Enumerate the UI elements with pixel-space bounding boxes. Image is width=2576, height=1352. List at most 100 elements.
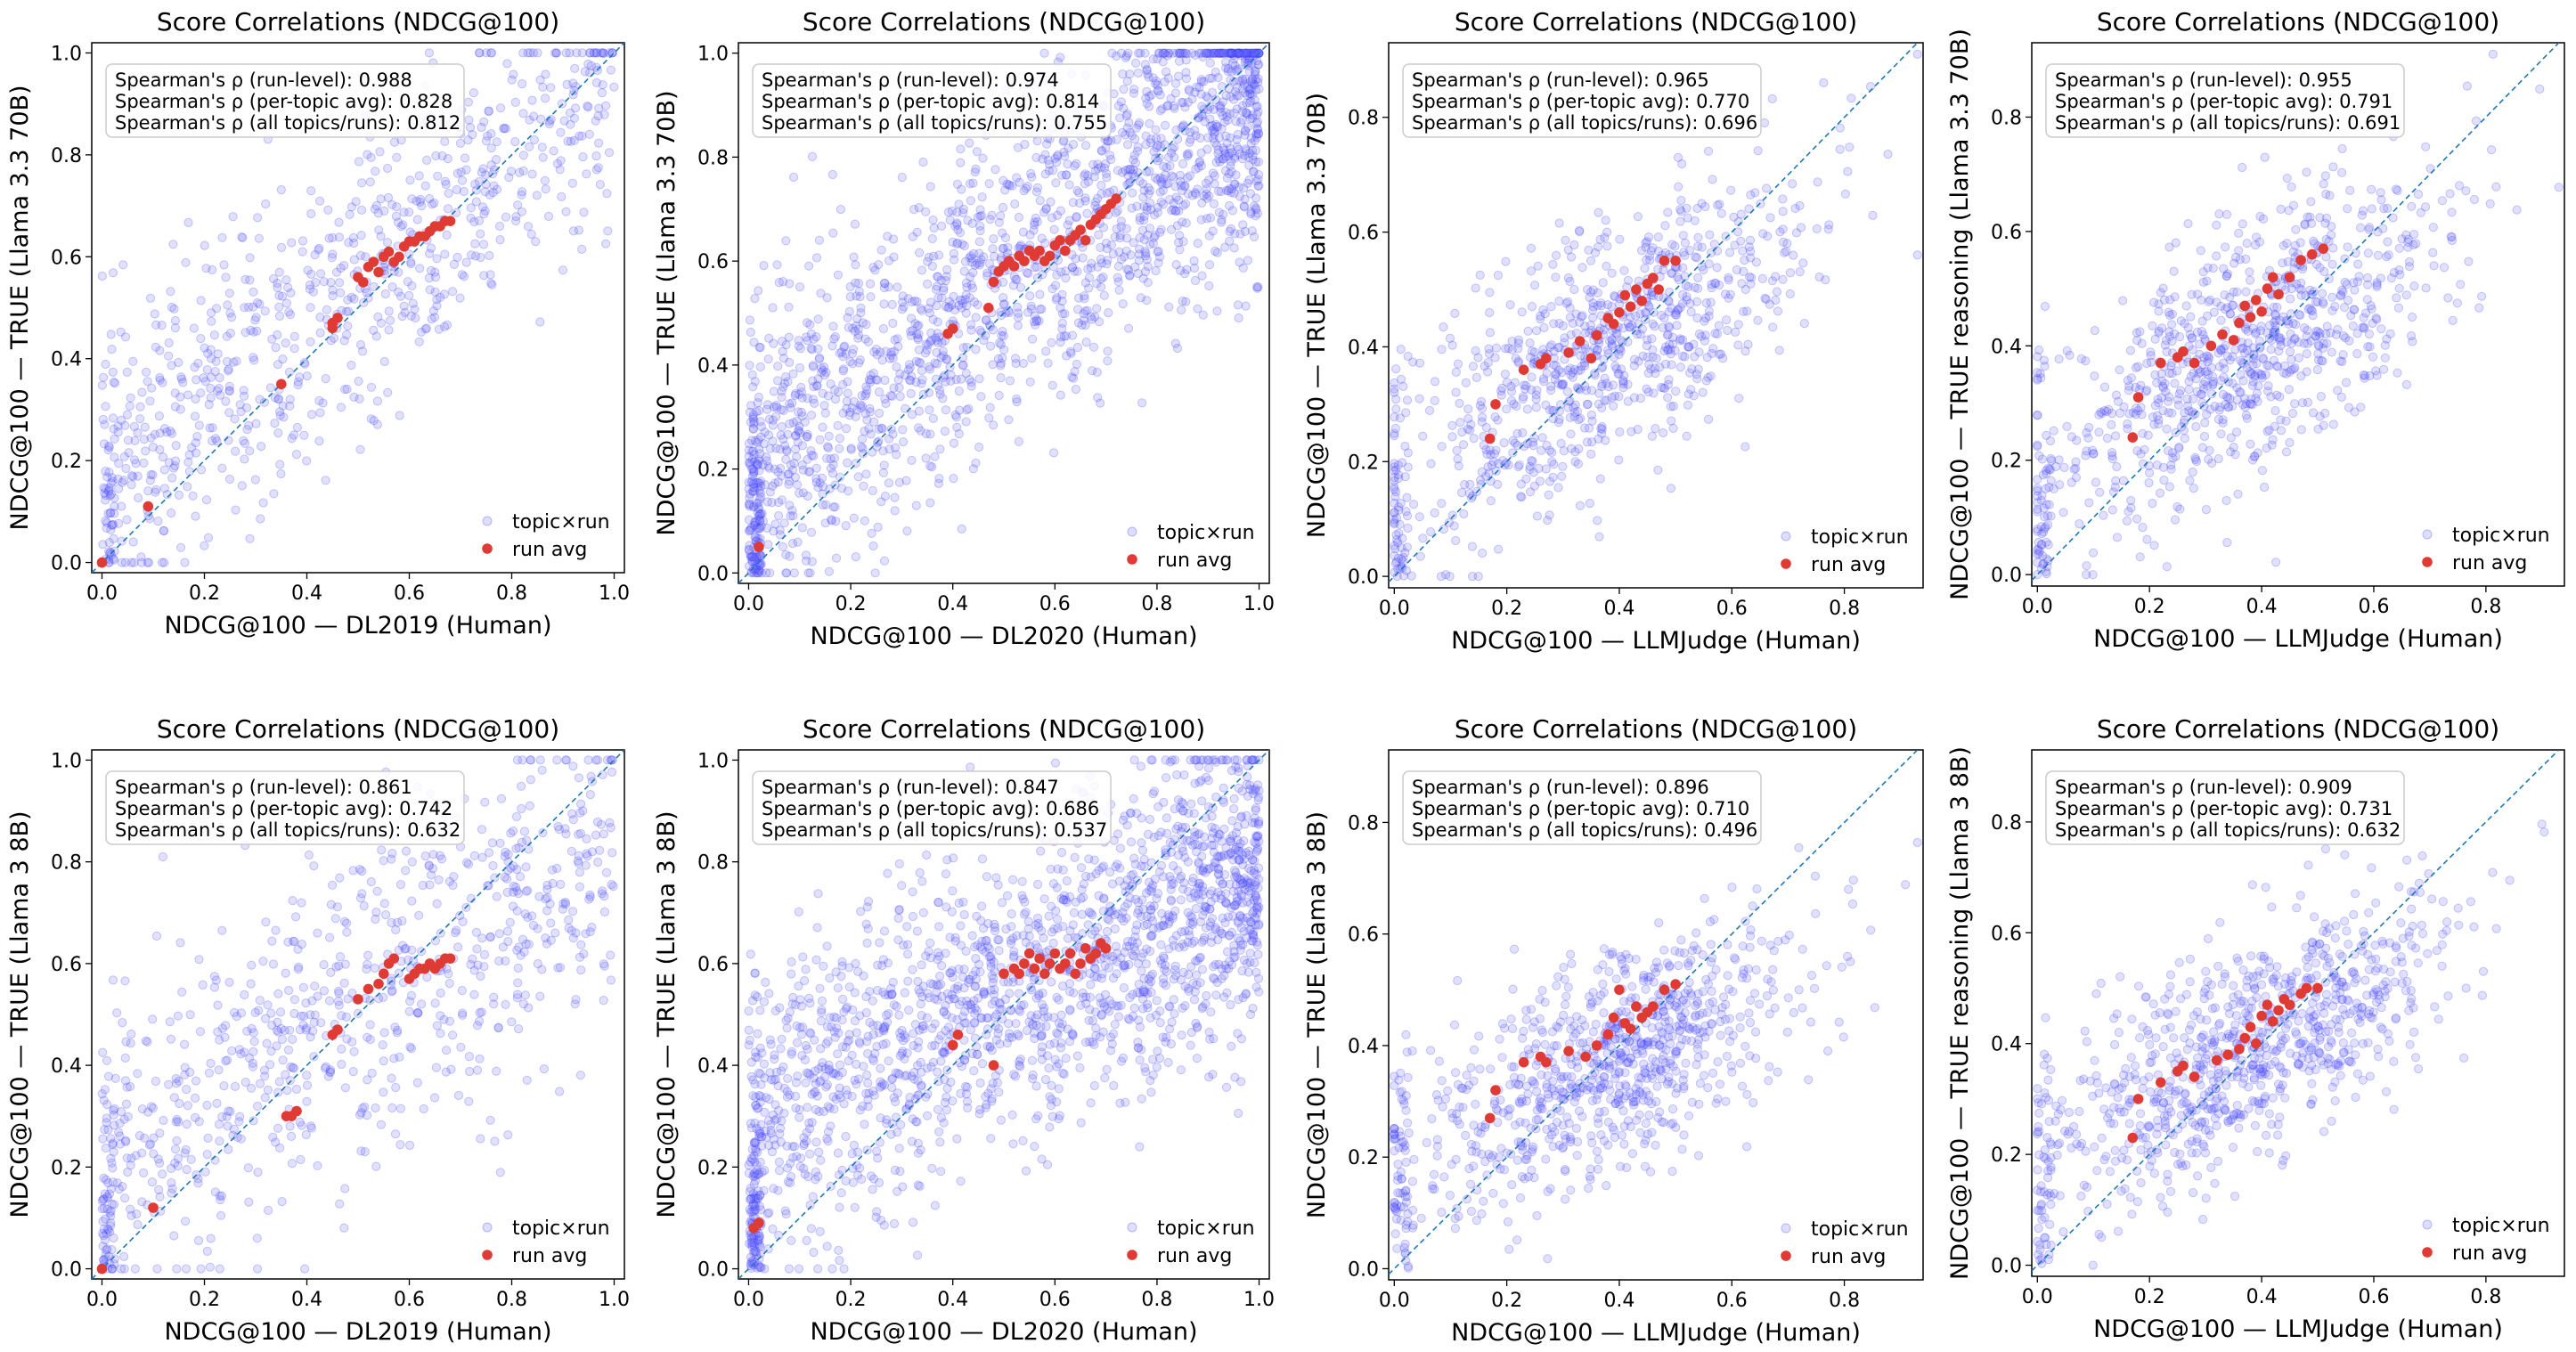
topic-run-point [1144, 189, 1153, 199]
topic-run-point [805, 320, 815, 330]
topic-run-point [943, 303, 953, 313]
topic-run-point [756, 509, 766, 519]
topic-run-point [838, 364, 849, 374]
topic-run-point [752, 477, 762, 488]
topic-run-point [1239, 201, 1249, 211]
topic-run-point [119, 1251, 129, 1262]
topic-run-point [2393, 368, 2402, 378]
topic-run-point [1459, 509, 1469, 519]
topic-run-point [1390, 544, 1400, 554]
topic-run-point [113, 474, 123, 485]
topic-run-point [245, 275, 255, 285]
topic-run-point [295, 372, 305, 382]
topic-run-point [1190, 275, 1201, 286]
topic-run-point [933, 329, 942, 338]
topic-run-point [1027, 172, 1037, 182]
topic-run-point [1096, 146, 1107, 156]
topic-run-point [784, 302, 794, 312]
topic-run-point [98, 540, 108, 550]
topic-run-point [2203, 263, 2213, 273]
topic-run-point [107, 520, 118, 530]
topic-run-point [1455, 398, 1464, 408]
topic-run-point [1414, 358, 1425, 368]
topic-run-point [887, 391, 897, 401]
topic-run-point [861, 389, 871, 399]
topic-run-point [841, 521, 851, 531]
topic-run-point [1244, 84, 1255, 94]
topic-run-point [135, 414, 145, 424]
run-avg-point [2306, 248, 2318, 260]
topic-run-point [221, 396, 231, 406]
topic-run-point [1403, 448, 1413, 458]
topic-run-point [99, 483, 109, 493]
topic-run-point [1211, 246, 1220, 257]
topic-run-point [397, 312, 407, 322]
topic-run-point [819, 401, 829, 411]
topic-run-point [750, 556, 760, 566]
topic-run-point [110, 509, 119, 518]
topic-run-point [1226, 157, 1236, 167]
legend-label-run-avg: run avg [512, 539, 587, 561]
topic-run-point [973, 212, 982, 223]
topic-run-point [536, 114, 546, 124]
topic-run-point [151, 342, 160, 352]
topic-run-point [1225, 183, 1235, 193]
topic-run-point [552, 159, 563, 168]
topic-run-point [336, 263, 346, 273]
topic-run-point [1194, 112, 1204, 122]
topic-run-point [159, 525, 168, 536]
run-avg-point [1490, 399, 1501, 410]
topic-run-point [2046, 476, 2056, 485]
topic-run-point [1390, 508, 1399, 517]
topic-run-point [1183, 151, 1193, 161]
topic-run-point [1846, 94, 1856, 103]
run-avg-point [2205, 340, 2217, 352]
topic-run-point [1471, 283, 1480, 293]
topic-run-point [1113, 273, 1122, 282]
topic-run-point [2112, 461, 2122, 472]
topic-run-point [2212, 251, 2221, 261]
topic-run-point [326, 278, 336, 288]
topic-run-point [1056, 267, 1066, 277]
topic-run-point [1240, 88, 1250, 98]
topic-run-point [1678, 335, 1688, 345]
topic-run-point [933, 317, 942, 327]
topic-run-point [167, 428, 176, 438]
topic-run-point [426, 265, 436, 275]
topic-run-point [103, 486, 114, 496]
topic-run-point [2158, 462, 2168, 472]
topic-run-point [1153, 48, 1164, 58]
topic-run-point [287, 238, 297, 248]
topic-run-point [1643, 387, 1653, 397]
topic-run-point [1635, 394, 1646, 403]
topic-run-point [1151, 265, 1161, 276]
topic-run-point [1250, 135, 1259, 146]
topic-run-point [754, 498, 763, 508]
topic-run-point [1155, 90, 1165, 100]
topic-run-point [2408, 312, 2417, 322]
topic-run-point [1240, 194, 1250, 204]
topic-run-point [912, 330, 922, 339]
topic-run-point [1010, 199, 1020, 209]
topic-run-point [1178, 159, 1188, 168]
run-avg-point [2239, 300, 2250, 312]
topic-run-point [917, 265, 927, 275]
topic-run-point [1601, 216, 1610, 225]
topic-run-point [306, 303, 315, 313]
topic-run-point [1183, 97, 1194, 108]
topic-run-point [2160, 379, 2170, 388]
topic-run-point [1610, 292, 1620, 302]
topic-run-point [1631, 311, 1641, 321]
topic-run-point [1531, 395, 1541, 404]
topic-run-point [1127, 203, 1137, 213]
topic-run-point [2315, 411, 2325, 421]
topic-run-point [2401, 379, 2412, 389]
topic-run-point [379, 206, 389, 216]
topic-run-point [199, 373, 208, 383]
topic-run-point [828, 502, 838, 512]
topic-run-point [1527, 456, 1537, 466]
topic-run-point [1557, 471, 1567, 481]
topic-run-point [2191, 421, 2201, 432]
legend-label-topic-run: topic×run [1157, 522, 1255, 544]
topic-run-point [281, 338, 290, 348]
